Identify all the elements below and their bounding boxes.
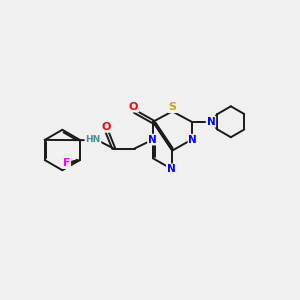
Text: N: N	[167, 164, 176, 174]
Text: N: N	[148, 135, 157, 145]
Text: O: O	[129, 102, 138, 112]
Text: HN: HN	[85, 135, 100, 144]
Text: F: F	[63, 158, 70, 168]
Text: N: N	[188, 135, 197, 145]
Text: S: S	[168, 102, 176, 112]
Text: N: N	[207, 117, 215, 127]
Text: O: O	[102, 122, 111, 132]
